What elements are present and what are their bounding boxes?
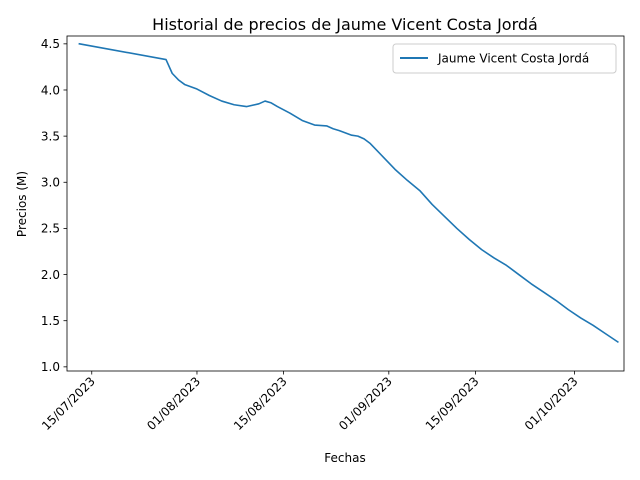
y-axis: 1.0 1.5 2.0 2.5 3.0 3.5 4.0 4.5 xyxy=(41,37,67,374)
x-tick-label: 01/10/2023 xyxy=(522,374,581,433)
y-tick-label: 1.0 xyxy=(41,360,60,374)
legend-box xyxy=(392,43,617,74)
x-axis-label: Fechas xyxy=(324,451,365,465)
x-tick-label: 01/09/2023 xyxy=(336,374,395,433)
series-layer xyxy=(78,42,619,344)
x-tick-label: 15/08/2023 xyxy=(231,374,290,433)
y-axis-label: Precios (M) xyxy=(15,171,29,237)
plot-frame xyxy=(66,35,625,372)
chart-title: Historial de precios de Jaume Vicent Cos… xyxy=(152,15,538,34)
legend-label: Jaume Vicent Costa Jordá xyxy=(437,52,589,66)
x-tick-label: 01/08/2023 xyxy=(144,374,203,433)
y-tick-label: 4.0 xyxy=(41,83,60,97)
legend: Jaume Vicent Costa Jordá xyxy=(392,43,617,74)
y-tick-label: 2.5 xyxy=(41,222,60,236)
y-tick-label: 3.5 xyxy=(41,129,60,143)
y-tick-label: 3.0 xyxy=(41,176,60,190)
y-tick-label: 1.5 xyxy=(41,314,60,328)
series-line xyxy=(78,42,619,344)
x-axis: 15/07/2023 01/08/2023 15/08/2023 01/09/2023… xyxy=(39,371,581,433)
x-tick-label: 15/09/2023 xyxy=(423,374,482,433)
y-tick-label: 2.0 xyxy=(41,268,60,282)
y-tick-label: 4.5 xyxy=(41,37,60,51)
x-tick-label: 15/07/2023 xyxy=(39,374,98,433)
